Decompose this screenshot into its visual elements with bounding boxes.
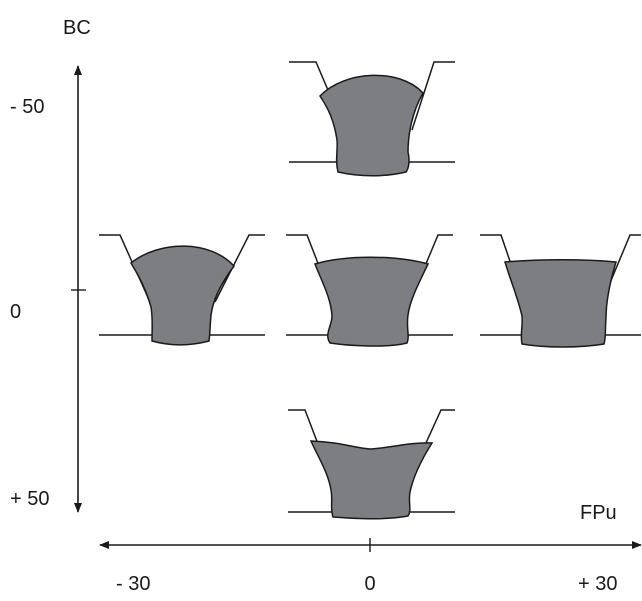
horizontal-tick-label-left: - 30	[116, 573, 150, 595]
weld-bead	[309, 440, 434, 520]
weld-bead	[504, 259, 617, 348]
horizontal-axis-title: FPu	[580, 502, 617, 524]
weld-profile-middle-center	[286, 234, 453, 347]
weld-profile-top-center	[289, 61, 455, 177]
weld-bead	[130, 245, 235, 346]
weld-profile-middle-right	[480, 234, 641, 348]
weld-profile-middle-left	[99, 234, 265, 346]
vertical-tick-label-middle: 0	[10, 301, 21, 323]
vertical-tick-label-top: - 50	[10, 96, 44, 118]
weld-profile-bottom-center	[288, 409, 455, 520]
vertical-axis-title: BC	[63, 17, 91, 39]
vertical-tick-label-bottom: + 50	[10, 488, 49, 510]
horizontal-tick-label-right: + 30	[578, 573, 617, 595]
horizontal-tick-label-middle: 0	[364, 573, 375, 595]
weld-bead	[314, 256, 430, 347]
weld-bead	[319, 74, 424, 177]
